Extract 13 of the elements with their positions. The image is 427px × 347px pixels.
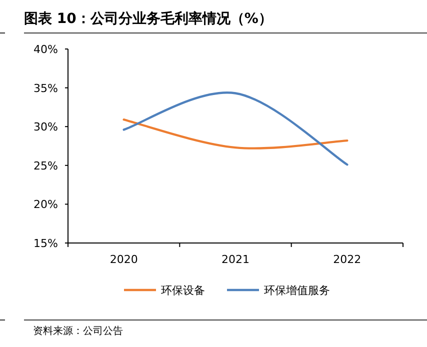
y-tick-label: 30%	[34, 120, 58, 134]
x-tick-label: 2022	[333, 253, 362, 266]
y-tick-label: 35%	[34, 82, 58, 95]
y-tick-label: 25%	[34, 159, 58, 172]
legend-label: 环保增值服务	[264, 284, 330, 297]
text: 资料来源：公司公告	[33, 325, 123, 337]
chart-title: 图表 10：公司分业务毛利率情况（%）	[24, 10, 272, 27]
x-tick-label: 2021	[222, 253, 250, 266]
y-tick-label: 20%	[34, 198, 58, 212]
y-tick-label: 15%	[34, 237, 58, 250]
legend-label: 环保设备	[161, 284, 205, 297]
y-tick-label: 40%	[34, 43, 58, 56]
x-tick-label: 2020	[110, 253, 138, 266]
